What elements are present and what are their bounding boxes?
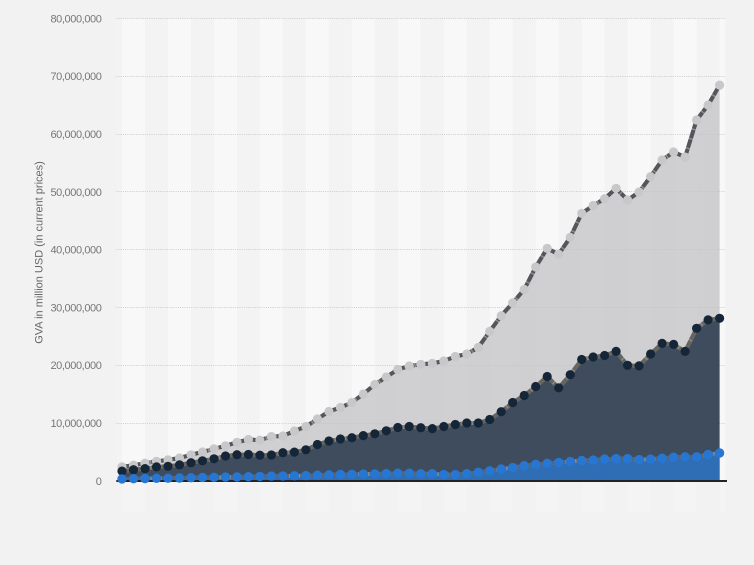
svg-text:80,000,000: 80,000,000: [50, 13, 101, 25]
svg-text:30,000,000: 30,000,000: [50, 302, 101, 314]
svg-text:10,000,000: 10,000,000: [50, 418, 101, 430]
svg-text:50,000,000: 50,000,000: [50, 187, 101, 199]
svg-text:20,000,000: 20,000,000: [50, 360, 101, 372]
svg-text:GVA in million USD (in current: GVA in million USD (in current prices): [34, 161, 46, 344]
svg-text:70,000,000: 70,000,000: [50, 71, 101, 83]
svg-text:0: 0: [96, 476, 102, 488]
svg-text:60,000,000: 60,000,000: [50, 129, 101, 141]
svg-text:40,000,000: 40,000,000: [50, 245, 101, 257]
